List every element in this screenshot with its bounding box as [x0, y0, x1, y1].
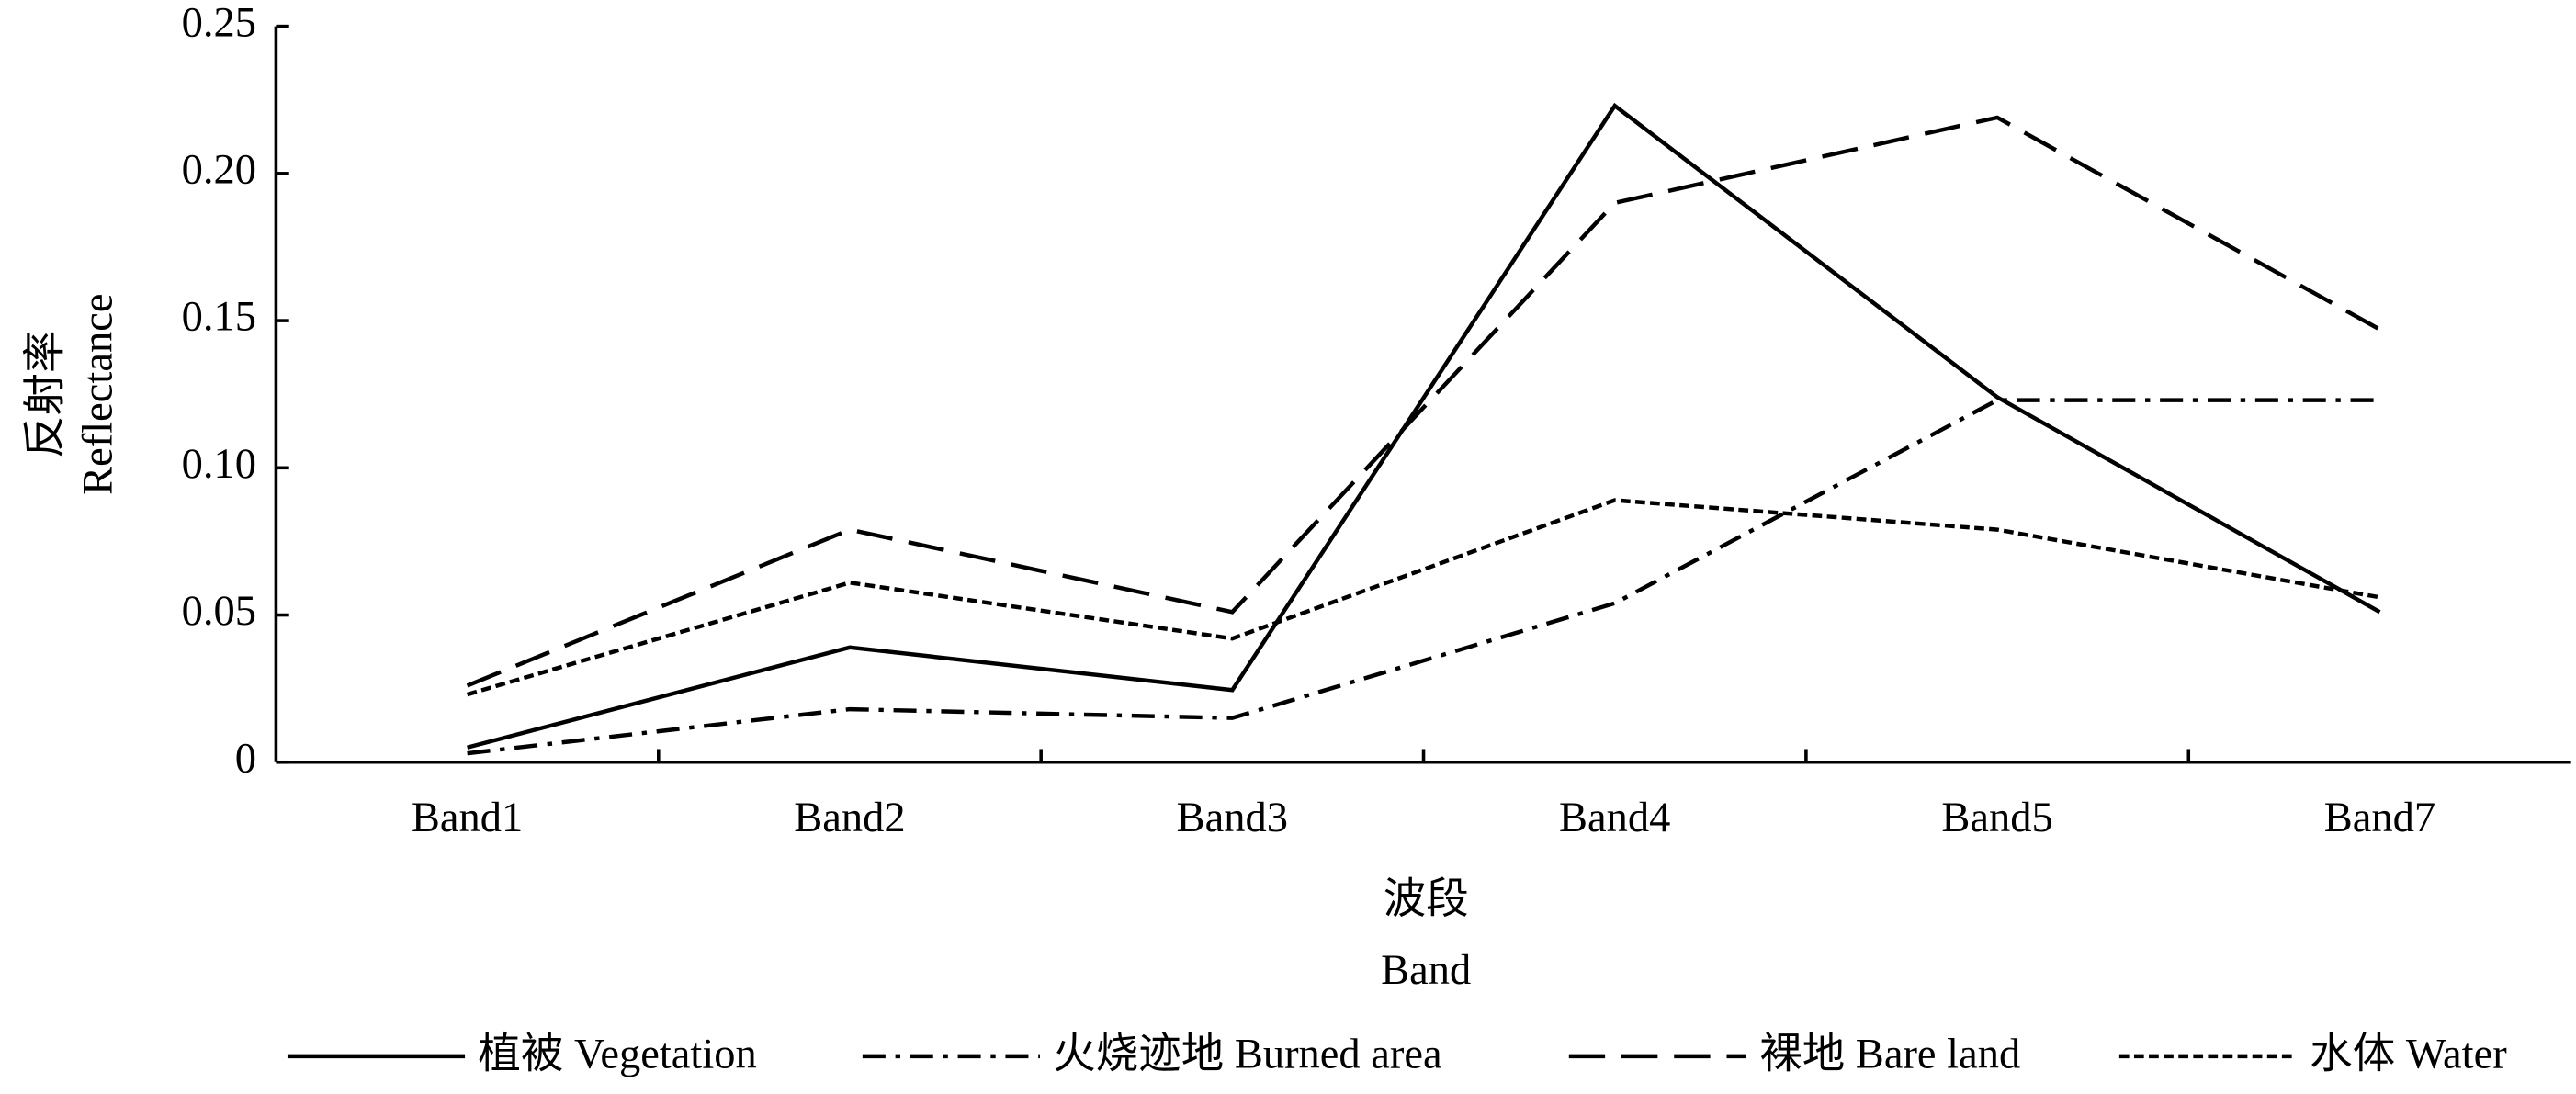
series-line: [466, 115, 2381, 688]
x-tick-label: Band7: [2324, 795, 2435, 841]
y-tick-label: 0: [235, 735, 256, 782]
x-label-cn: 波段: [1384, 876, 1469, 923]
y-axis-title: 反射率 Reflectance: [22, 294, 121, 495]
x-label-en: Band: [1381, 947, 1471, 994]
legend-label: 水体 Water: [2310, 1031, 2507, 1077]
legend-label: 火烧迹地 Burned area: [1053, 1031, 1441, 1077]
legend-label: 植被 Vegetation: [478, 1031, 756, 1077]
y-tick-label: 0.15: [182, 294, 256, 341]
x-tick-label: Band2: [794, 795, 905, 841]
legend-label: 裸地 Bare land: [1759, 1031, 2020, 1077]
y-tick-label: 0.10: [182, 441, 256, 488]
y-tick-label: 0.20: [182, 147, 256, 194]
series-line: [466, 498, 2380, 697]
x-tick-label: Band3: [1177, 795, 1288, 841]
series-line: [467, 398, 2380, 756]
y-tick-label: 0.25: [182, 0, 256, 46]
x-tick-label: Band1: [412, 795, 523, 841]
y-tick-label: 0.05: [182, 588, 256, 635]
series-line: [467, 102, 2381, 750]
x-tick-label: Band4: [1559, 795, 1670, 841]
y-label-en: Reflectance: [75, 294, 122, 495]
y-label-cn: 反射率: [22, 330, 69, 457]
x-tick-label: Band5: [1941, 795, 2052, 841]
